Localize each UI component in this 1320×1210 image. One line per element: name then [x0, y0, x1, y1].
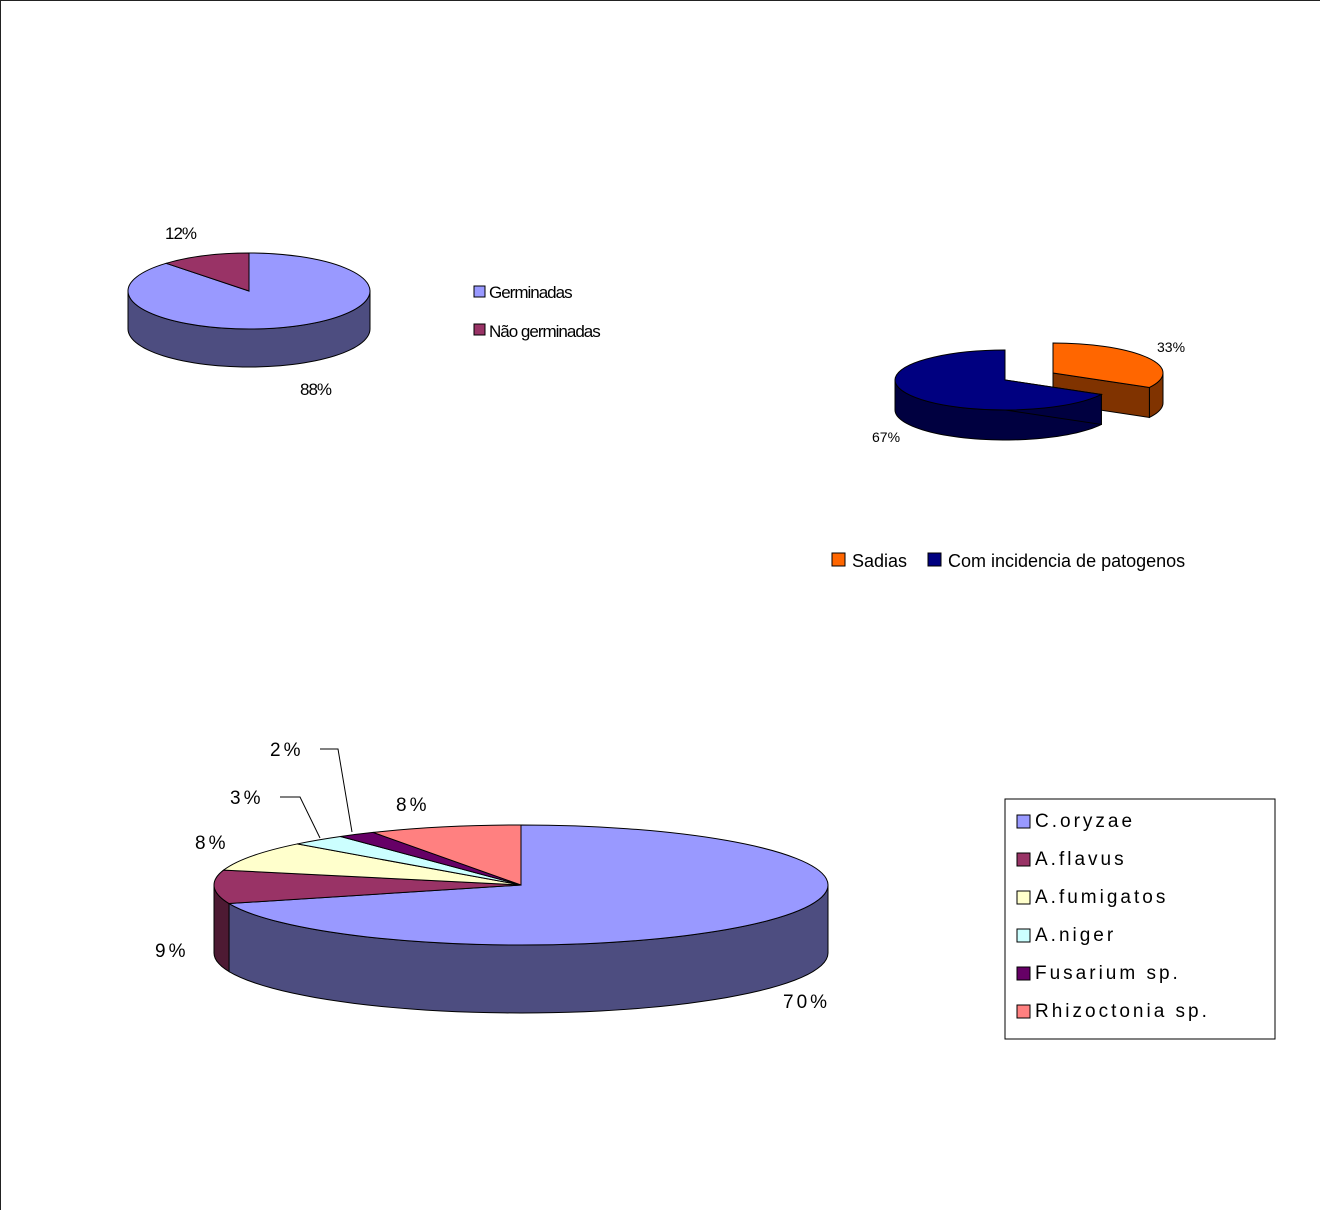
pie3-legend-box — [1004, 798, 1276, 1040]
pie1-label-nao-germinadas: 12% — [165, 224, 197, 243]
pie3-leader-niger — [280, 796, 321, 839]
pie3-legend-swatch-rhizoctonia — [1016, 1004, 1031, 1019]
pie3-label-fusarium: 2% — [270, 740, 303, 761]
pie1-legend: Germinadas Não germinadas — [473, 283, 601, 341]
pie3-slice-rhizoctonia-sp — [372, 824, 522, 886]
pie1-slice-germinadas — [127, 252, 371, 330]
pathogen-pie-chart — [213, 824, 829, 1014]
pie3-label-flavus: 9% — [155, 941, 188, 962]
pie3-legend-label-rhizoctonia: Rhizoctonia sp. — [1035, 1001, 1210, 1022]
pie3-legend-swatch-fusarium — [1016, 966, 1031, 981]
pie2-legend-swatch-sadias — [831, 552, 846, 567]
pie3-label-fumigatos: 8% — [195, 833, 228, 854]
pie3-slice-a-flavus — [213, 869, 522, 905]
pie1-legend-swatch-germinadas — [473, 285, 486, 298]
pie1-legend-label-germinadas: Germinadas — [489, 283, 572, 302]
pie3-legend-swatch-fumigatos — [1016, 890, 1031, 905]
pie3-label-coryzae: 70% — [783, 992, 830, 1013]
pie2-legend-label-patogenos: Com incidencia de patogenos — [948, 551, 1185, 571]
pie3-legend-swatch-coryzae — [1016, 814, 1031, 829]
pie1-label-germinadas: 88% — [300, 380, 332, 399]
pie1-legend-label-nao-germinadas: Não germinadas — [489, 322, 600, 341]
pie2-slice-sadias — [1052, 342, 1164, 388]
germination-pie-chart — [127, 252, 371, 368]
pie3-leader-fusarium — [320, 748, 353, 833]
health-pie-chart — [894, 342, 1164, 441]
pie3-slice-c-oryzae — [227, 824, 829, 946]
pie3-legend: C.oryzae A.flavus A.fumigatos A.niger Fu… — [1004, 798, 1276, 1040]
pie1-slice-n-o-germinadas — [164, 252, 250, 292]
pie3-legend-label-fusarium: Fusarium sp. — [1035, 963, 1181, 984]
pie2-label-sadias: 33% — [1157, 339, 1185, 355]
pie2-legend: Sadias Com incidencia de patogenos — [831, 551, 1185, 571]
pie2-legend-swatch-patogenos — [927, 552, 942, 567]
pie2-legend-label-sadias: Sadias — [852, 551, 907, 571]
pie3-label-rhizoctonia: 8% — [396, 795, 429, 816]
pie3-label-niger: 3% — [230, 788, 263, 809]
pie1-legend-swatch-nao-germinadas — [473, 323, 486, 336]
pie3-legend-swatch-flavus — [1016, 852, 1031, 867]
pie3-legend-label-flavus: A.flavus — [1035, 849, 1127, 870]
pie3-legend-label-niger: A.niger — [1035, 925, 1116, 946]
pie2-slice-com-incidencia-de-patogenos — [894, 349, 1104, 411]
pie3-legend-label-coryzae: C.oryzae — [1035, 811, 1135, 832]
pie2-label-patogenos: 67% — [872, 429, 900, 445]
pie3-legend-swatch-niger — [1016, 928, 1031, 943]
pie3-legend-label-fumigatos: A.fumigatos — [1035, 887, 1168, 908]
pie3-slice-a-fumigatos — [222, 843, 522, 886]
